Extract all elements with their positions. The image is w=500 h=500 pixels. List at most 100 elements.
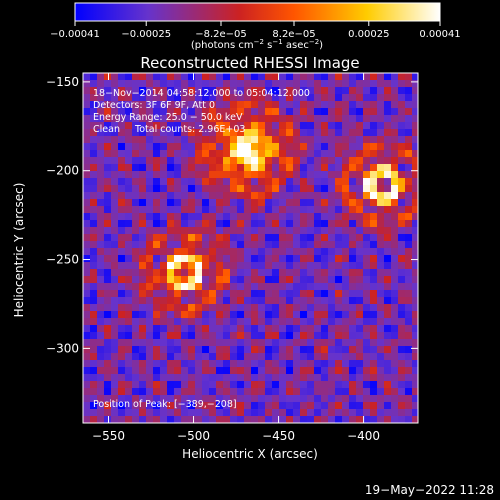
heatmap-cell [188, 234, 195, 241]
heatmap-cell [342, 346, 349, 353]
heatmap-cell [202, 339, 209, 346]
y-tick-label: −250 [46, 253, 79, 267]
heatmap-cell [377, 269, 384, 276]
heatmap-cell [118, 276, 125, 283]
heatmap-cell [328, 73, 335, 80]
heatmap-cell [272, 192, 279, 199]
heatmap-cell [111, 199, 118, 206]
heatmap-cell [118, 269, 125, 276]
heatmap-cell [370, 129, 377, 136]
heatmap-cell [307, 213, 314, 220]
heatmap-cell [216, 332, 223, 339]
heatmap-cell [97, 115, 104, 122]
heatmap-cell [90, 290, 97, 297]
heatmap-cell [363, 143, 370, 150]
heatmap-cell [391, 290, 398, 297]
heatmap-cell [104, 395, 111, 402]
heatmap-cell [377, 353, 384, 360]
heatmap-cell [251, 381, 258, 388]
heatmap-cell [209, 171, 216, 178]
heatmap-cell [398, 360, 405, 367]
heatmap-cell [412, 402, 418, 409]
heatmap-cell [202, 178, 209, 185]
heatmap-cell [216, 94, 223, 101]
heatmap-cell [363, 115, 370, 122]
heatmap-cell [230, 220, 237, 227]
heatmap-cell [391, 241, 398, 248]
heatmap-cell [174, 108, 181, 115]
heatmap-cell [321, 381, 328, 388]
heatmap-cell [398, 311, 405, 318]
heatmap-cell [300, 381, 307, 388]
heatmap-cell [90, 213, 97, 220]
heatmap-cell [384, 402, 391, 409]
heatmap-cell [398, 108, 405, 115]
heatmap-cell [293, 178, 300, 185]
heatmap-cell [321, 136, 328, 143]
heatmap-cell [314, 318, 321, 325]
heatmap-cell [153, 220, 160, 227]
heatmap-cell [279, 416, 286, 423]
heatmap-cell [412, 304, 418, 311]
heatmap-cell [132, 157, 139, 164]
heatmap-cell [216, 290, 223, 297]
heatmap-cell [174, 94, 181, 101]
heatmap-cell [363, 409, 370, 416]
heatmap-cell [111, 185, 118, 192]
heatmap-cell [132, 353, 139, 360]
heatmap-cell [335, 178, 342, 185]
heatmap-cell [412, 381, 418, 388]
heatmap-cell [104, 318, 111, 325]
heatmap-cell [174, 115, 181, 122]
heatmap-cell [97, 409, 104, 416]
heatmap-cell [146, 241, 153, 248]
heatmap-cell [300, 353, 307, 360]
heatmap-cell [258, 150, 265, 157]
heatmap-cell [328, 325, 335, 332]
heatmap-cell [314, 171, 321, 178]
heatmap-cell [153, 409, 160, 416]
heatmap-cell [132, 164, 139, 171]
heatmap-cell [328, 262, 335, 269]
heatmap-cell [125, 185, 132, 192]
heatmap-cell [223, 402, 230, 409]
heatmap-cell [342, 311, 349, 318]
heatmap-cell [391, 192, 398, 199]
colorbar [74, 2, 441, 22]
heatmap-cell [181, 101, 188, 108]
heatmap-cell [412, 276, 418, 283]
heatmap-cell [321, 255, 328, 262]
heatmap-cell [300, 129, 307, 136]
heatmap-cell [342, 171, 349, 178]
heatmap-cell [209, 199, 216, 206]
heatmap-cell [370, 73, 377, 80]
heatmap-cell [307, 171, 314, 178]
heatmap-cell [244, 206, 251, 213]
heatmap-cell [237, 178, 244, 185]
heatmap-cell [90, 94, 97, 101]
heatmap-cell [181, 178, 188, 185]
heatmap-cell [104, 339, 111, 346]
heatmap-cell [279, 269, 286, 276]
heatmap-cell [160, 255, 167, 262]
heatmap-cell [258, 199, 265, 206]
heatmap-cell [97, 164, 104, 171]
heatmap-cell [237, 213, 244, 220]
heatmap-cell [174, 374, 181, 381]
heatmap-cell [300, 255, 307, 262]
heatmap-cell [370, 409, 377, 416]
heatmap-cell [251, 157, 258, 164]
heatmap-cell [146, 290, 153, 297]
heatmap-cell [349, 304, 356, 311]
heatmap-cell [398, 318, 405, 325]
heatmap-cell [195, 157, 202, 164]
heatmap-cell [363, 206, 370, 213]
heatmap-cell [342, 353, 349, 360]
heatmap-cell [216, 101, 223, 108]
heatmap-cell [335, 262, 342, 269]
heatmap-cell [139, 220, 146, 227]
heatmap-cell [356, 122, 363, 129]
heatmap-cell [104, 108, 111, 115]
heatmap-cell [188, 157, 195, 164]
heatmap-cell [118, 73, 125, 80]
